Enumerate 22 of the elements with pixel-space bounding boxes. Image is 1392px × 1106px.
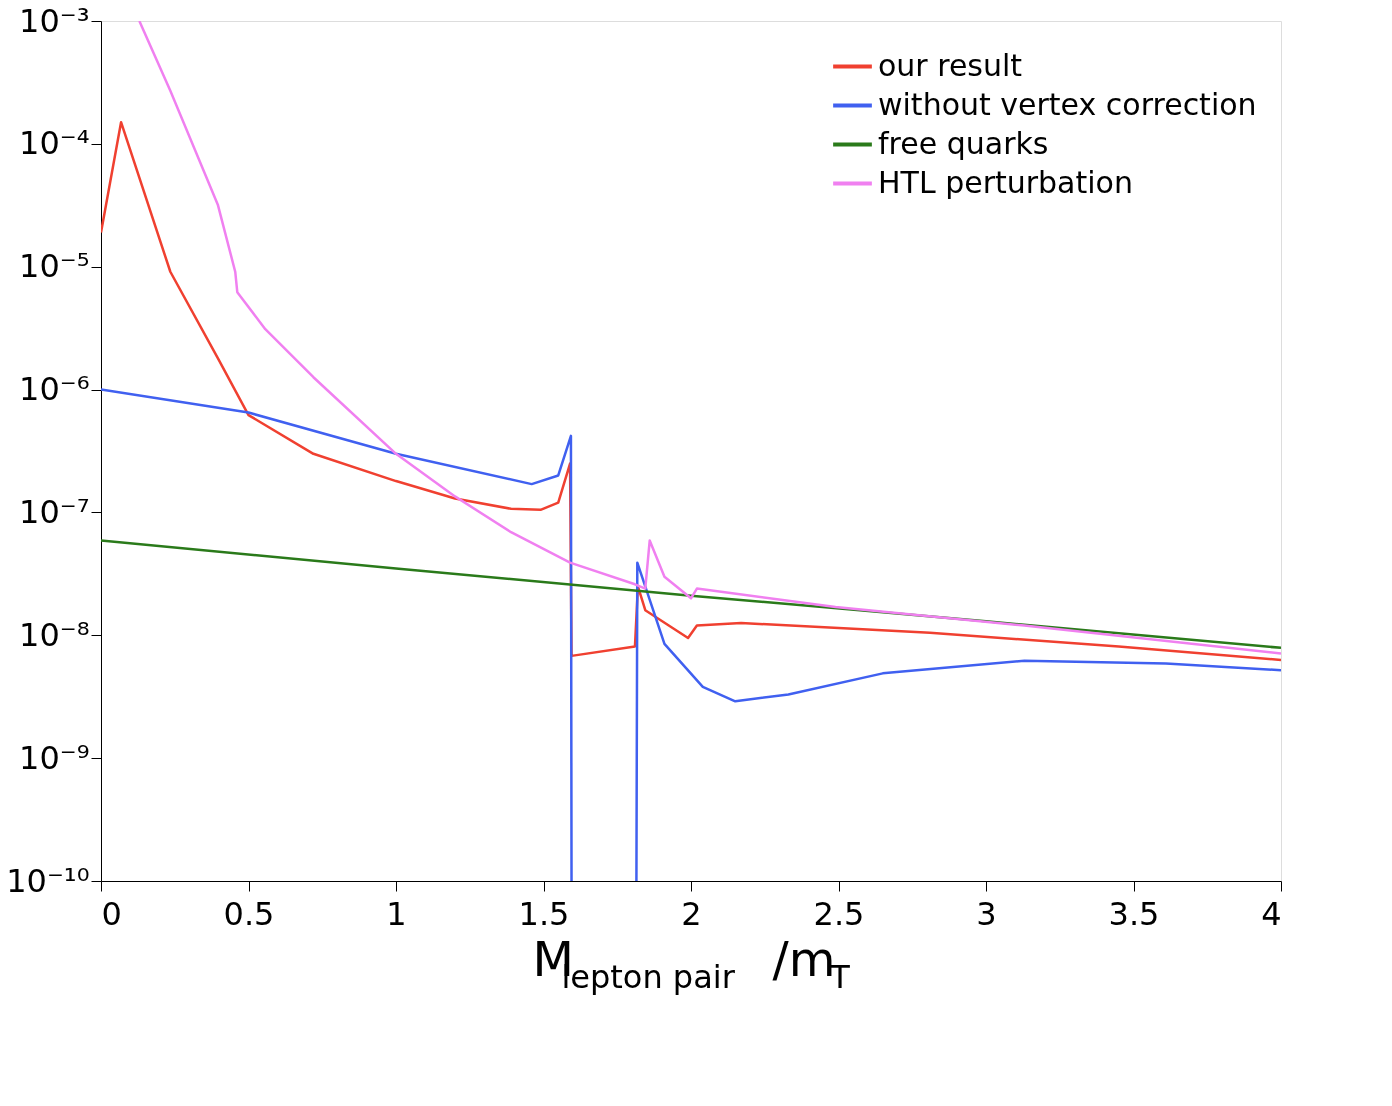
legend-label: free quarks (878, 125, 1049, 161)
x-tick-label: 0 (101, 894, 122, 933)
x-tick-label: 2 (681, 894, 702, 933)
y-tick-label: 10⁻⁵ (19, 247, 90, 286)
x-tick-label: 1 (386, 894, 407, 933)
y-tick-label: 10⁻⁴ (19, 124, 90, 163)
y-tick-label: 10⁻⁸ (19, 615, 90, 654)
legend-label: HTL perturbation (878, 164, 1133, 200)
y-tick-label: 10⁻⁹ (19, 738, 90, 777)
y-tick-label: 10⁻¹⁰ (6, 861, 90, 900)
y-tick-label: 10⁻³ (19, 1, 90, 40)
x-tick-label: 4 (1261, 894, 1282, 933)
x-tick-label: 3.5 (1108, 894, 1160, 933)
y-tick-label: 10⁻⁷ (19, 492, 90, 531)
x-tick-label: 1.5 (518, 894, 570, 933)
x-tick-label: 3 (976, 894, 997, 933)
legend-label: our result (878, 47, 1023, 83)
x-tick-label: 2.5 (813, 894, 865, 933)
y-tick-label: 10⁻⁶ (19, 370, 90, 409)
legend-label: without vertex correction (878, 86, 1257, 122)
line-series (138, 21, 1281, 655)
x-tick-label: 0.5 (223, 894, 275, 933)
